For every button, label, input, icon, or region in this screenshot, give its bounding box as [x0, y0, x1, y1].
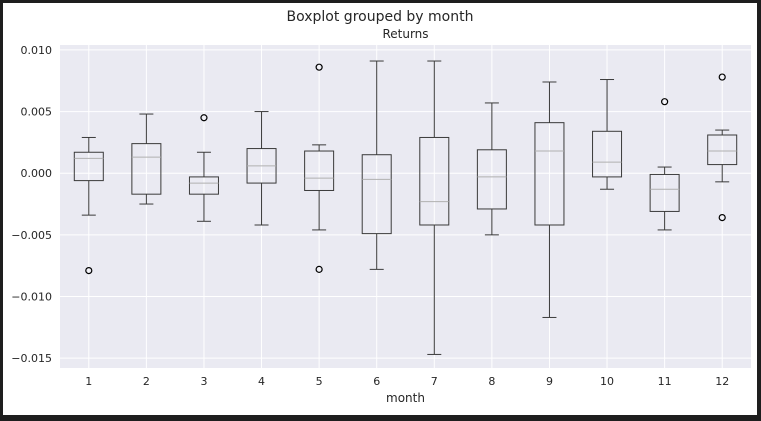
chart-suptitle: Boxplot grouped by month [287, 9, 474, 25]
box-month-9 [534, 81, 565, 318]
x-tick-label: 9 [546, 375, 553, 388]
outlier-point [718, 213, 726, 222]
x-tick-label: 6 [373, 375, 380, 388]
box-month-8 [476, 102, 507, 236]
iqr-box [131, 143, 162, 195]
iqr-box [592, 130, 623, 178]
x-tick-label: 3 [200, 375, 207, 388]
outlier-point [315, 63, 323, 71]
box-month-5 [304, 63, 335, 273]
box-series [73, 60, 738, 355]
iqr-box [476, 149, 507, 210]
iqr-box [534, 122, 565, 226]
box-month-12 [707, 73, 738, 222]
x-tick-label: 10 [600, 375, 614, 388]
outlier-point [661, 98, 669, 106]
x-tick-label: 5 [316, 375, 323, 388]
x-tick-label: 7 [431, 375, 438, 388]
y-tick-label: 0.005 [21, 106, 53, 119]
y-tick-label: −0.005 [11, 229, 52, 242]
iqr-box [188, 176, 219, 195]
iqr-box [649, 173, 680, 212]
x-axis-label: month [386, 391, 425, 405]
x-tick-label: 2 [143, 375, 150, 388]
y-axis: 0.010 0.005 0.000 −0.005 −0.010 −0.015 [11, 44, 52, 365]
box-month-6 [361, 60, 392, 270]
y-tick-label: −0.010 [11, 290, 52, 303]
x-tick-label: 12 [715, 375, 729, 388]
chart-title: Returns [382, 27, 428, 41]
plot-area [60, 45, 751, 368]
box-month-1 [73, 136, 104, 275]
box-month-2 [131, 113, 162, 205]
box-month-7 [419, 60, 450, 355]
outlier-point [200, 114, 208, 122]
y-tick-label: 0.010 [21, 44, 53, 57]
iqr-box [304, 150, 335, 191]
x-tick-label: 4 [258, 375, 265, 388]
outlier-point [718, 73, 726, 81]
iqr-box [361, 154, 392, 235]
box-month-4 [246, 111, 277, 226]
iqr-box [73, 151, 104, 182]
box-month-3 [188, 114, 219, 222]
outlier-point [85, 267, 93, 275]
x-tick-label: 8 [488, 375, 495, 388]
box-month-10 [592, 79, 623, 190]
iqr-box [419, 136, 450, 226]
outlier-point [315, 265, 323, 273]
iqr-box [707, 134, 738, 166]
y-tick-label: 0.000 [21, 167, 53, 180]
box-month-11 [649, 98, 680, 231]
x-tick-label: 11 [658, 375, 672, 388]
y-tick-label: −0.015 [11, 352, 52, 365]
x-axis: 1 2 3 4 5 6 7 8 9 10 11 12 [85, 375, 729, 388]
x-tick-label: 1 [85, 375, 92, 388]
